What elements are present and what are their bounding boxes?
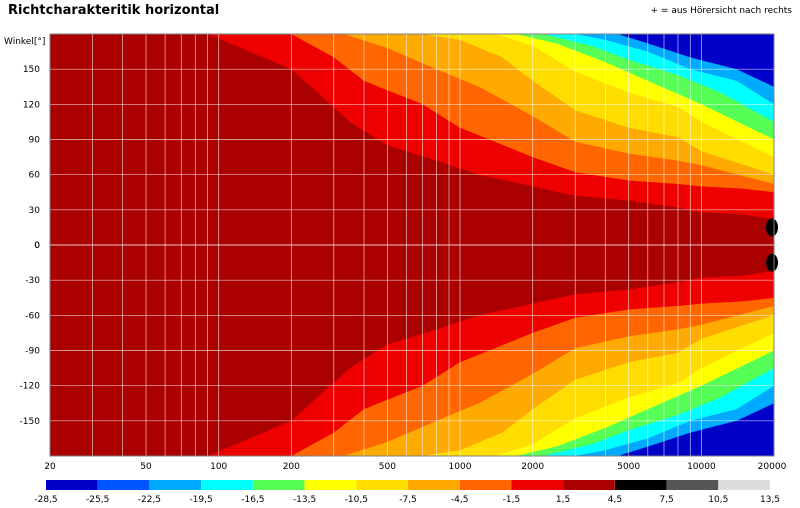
colorbar-swatch-4 — [201, 480, 253, 490]
x-tick-label-8: 5000 — [617, 462, 640, 472]
colorbar-tick-8: -7,5 — [399, 495, 417, 505]
colorbar-tick-15: 13,5 — [760, 495, 780, 505]
colorbar-swatch-13 — [666, 480, 719, 490]
colorbar-swatch-12 — [614, 480, 667, 490]
y-tick-label-10: -120 — [20, 382, 41, 392]
deep-blue-region-lower — [617, 403, 774, 456]
colorbar-tick-4: -19,5 — [189, 495, 212, 505]
colorbar-tick-12: 4,5 — [608, 495, 622, 505]
direction-note: + = aus Hörersicht nach rechts — [650, 6, 792, 16]
colorbar-swatch-3 — [149, 480, 202, 490]
y-tick-label-1: 150 — [23, 65, 40, 75]
colorbar-tick-3: -22,5 — [138, 495, 161, 505]
y-axis-label: Winkel[°] — [4, 37, 45, 47]
chart-title: Richtcharakteritik horizontal — [8, 3, 220, 18]
deep-blue-region-upper — [617, 34, 774, 87]
x-tick-label-10: 20000 — [758, 462, 787, 472]
x-tick-label-1: 20 — [44, 462, 56, 472]
y-tick-label-4: 60 — [29, 171, 41, 181]
colorbar-swatch-10 — [511, 480, 564, 490]
y-tick-label-zero: 0 — [34, 241, 40, 251]
colorbar-tick-1: -28,5 — [34, 495, 57, 505]
y-tick-label-8: -60 — [25, 311, 40, 321]
colorbar-swatch-2 — [97, 480, 150, 490]
peak-spot-1 — [766, 218, 778, 237]
colorbar-swatch-11 — [563, 480, 615, 490]
y-tick-label-5: 30 — [29, 206, 41, 216]
colorbar-tick-6: -13,5 — [293, 495, 316, 505]
colorbar-swatch-5 — [252, 480, 305, 490]
x-tick-label-4: 200 — [283, 462, 300, 472]
colorbar-swatch-8 — [408, 480, 460, 490]
x-tick-label-6: 1000 — [449, 462, 472, 472]
colorbar-swatch-1 — [46, 480, 98, 490]
plot-frame — [49, 33, 775, 457]
colorbar-swatch-7 — [356, 480, 408, 490]
x-tick-label-7: 2000 — [521, 462, 544, 472]
colorbar-tick-11: 1,5 — [556, 495, 570, 505]
x-tick-label-5: 500 — [379, 462, 396, 472]
x-tick-label-3: 100 — [210, 462, 227, 472]
colorbar-tick-5: -16,5 — [241, 495, 264, 505]
colorbar-swatch-9 — [459, 480, 512, 490]
y-tick-label-2: 120 — [23, 100, 40, 110]
colorbar-tick-13: 7,5 — [659, 495, 673, 505]
colorbar-swatch-last — [718, 480, 770, 490]
peak-spot-2 — [766, 253, 778, 272]
y-tick-label-6: 0 — [34, 241, 40, 251]
colorbar-tick-7: -10,5 — [345, 495, 368, 505]
y-tick-label-7: -30 — [25, 276, 40, 286]
y-tick-label-3: 90 — [29, 136, 41, 146]
colorbar-tick-2: -25,5 — [86, 495, 109, 505]
y-tick-label-9: -90 — [25, 347, 40, 357]
y-tick-label-11: -150 — [20, 417, 41, 427]
colorbar-tick-9: -4,5 — [451, 495, 469, 505]
colorbar-tick-10: -1,5 — [503, 495, 521, 505]
colorbar-tick-14: 10,5 — [708, 495, 728, 505]
x-tick-label-2: 50 — [140, 462, 152, 472]
x-tick-label-9: 10000 — [687, 462, 716, 472]
colorbar-swatch-6 — [304, 480, 357, 490]
